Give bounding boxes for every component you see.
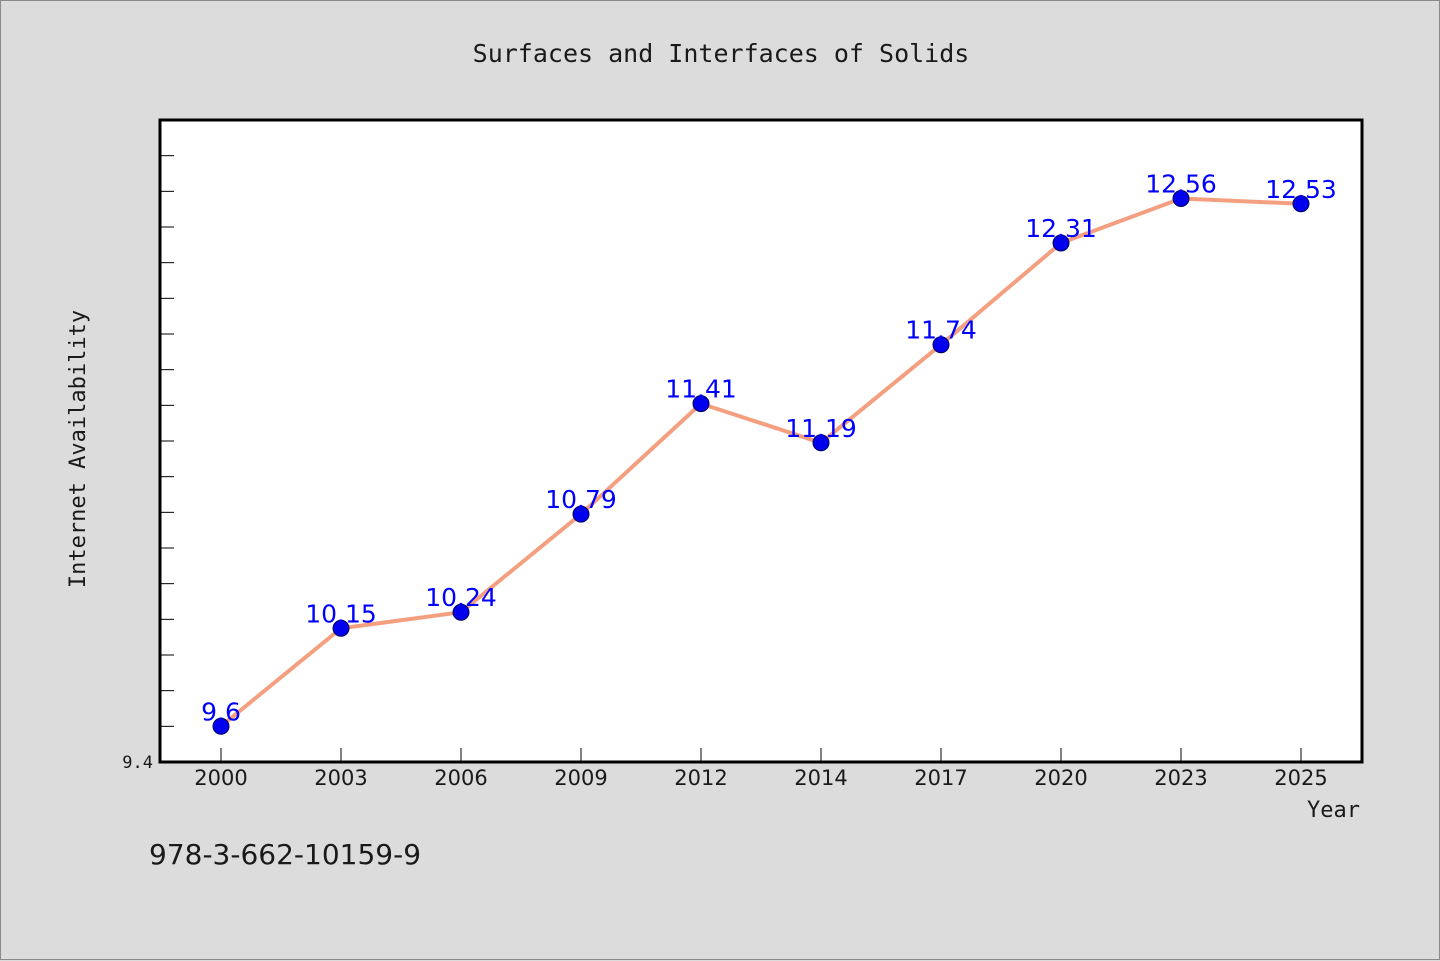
data-point: [212, 717, 230, 735]
data-point: [332, 619, 350, 637]
data-point: [452, 603, 470, 621]
data-label: 9.6: [201, 697, 241, 726]
footer-code: 978-3-662-10159-9: [149, 838, 421, 871]
data-point: [932, 336, 950, 354]
y-axis-label: Internet Availability: [66, 310, 91, 588]
x-axis-label: Year: [1307, 798, 1360, 823]
y-tick-label: 9.4: [122, 753, 153, 773]
x-tick-label: 2020: [1034, 766, 1087, 790]
data-labels: 9.6 10.15 10.24 10.79 11.41 11.19 11.74 12.31 12…: [201, 170, 1337, 727]
data-label: 11.74: [905, 316, 977, 345]
data-markers: [212, 190, 1310, 735]
x-tick-label: 2012: [674, 766, 727, 790]
data-point: [1052, 234, 1070, 252]
data-point: [1292, 195, 1310, 213]
data-label: 12.31: [1025, 214, 1097, 243]
x-tick-label: 2023: [1154, 766, 1207, 790]
data-label: 10.15: [305, 599, 377, 628]
data-label: 11.19: [785, 414, 857, 443]
data-point: [812, 434, 830, 452]
x-tick-label: 2000: [194, 766, 247, 790]
data-label: 12.53: [1265, 175, 1337, 204]
x-axis-ticks: [220, 748, 1302, 762]
x-tick-label: 2014: [794, 766, 847, 790]
x-tick-label: 2009: [554, 766, 607, 790]
data-point: [572, 505, 590, 523]
chart-title: Surfaces and Interfaces of Solids: [473, 39, 970, 68]
x-tick-labels: 2000 2003 2006 2009 2012 2014 2017 2020 2023 2025: [194, 766, 1327, 790]
data-label: 12.56: [1145, 170, 1217, 199]
x-tick-label: 2006: [434, 766, 487, 790]
data-label: 10.24: [425, 583, 497, 612]
x-tick-label: 2003: [314, 766, 367, 790]
x-tick-label: 2025: [1274, 766, 1327, 790]
y-axis-ticks: [160, 119, 174, 727]
x-tick-label: 2017: [914, 766, 967, 790]
data-label: 10.79: [545, 485, 617, 514]
series-line: [219, 196, 1302, 728]
data-point: [692, 395, 710, 413]
data-point: [1172, 190, 1190, 207]
data-label: 11.41: [665, 375, 737, 404]
plot-area: [158, 118, 1364, 764]
